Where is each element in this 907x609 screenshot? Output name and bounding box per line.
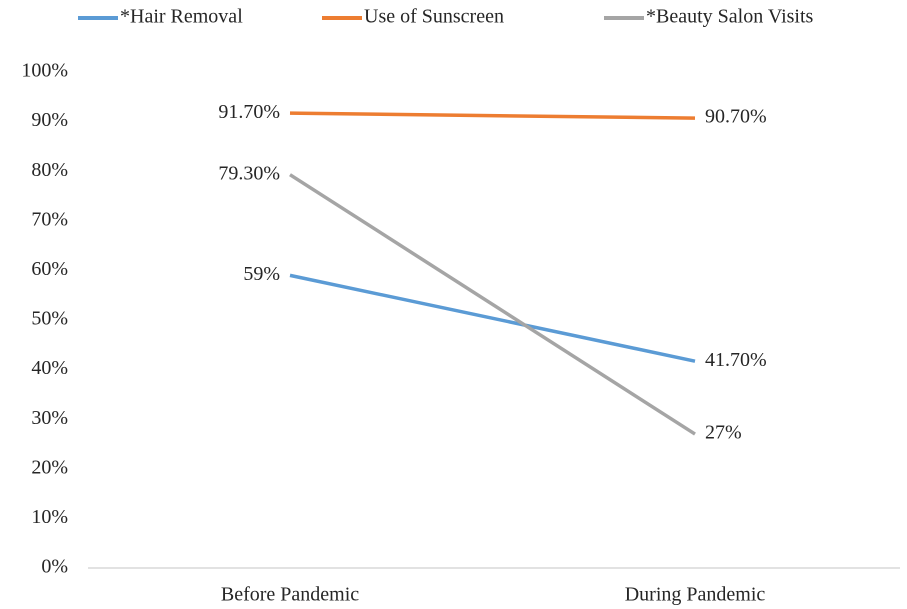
series-line xyxy=(289,173,696,436)
y-tick-label: 40% xyxy=(31,357,68,379)
y-tick-label: 90% xyxy=(31,109,68,131)
x-tick-label: Before Pandemic xyxy=(221,584,359,606)
series-line xyxy=(289,273,696,363)
y-tick-label: 20% xyxy=(31,456,68,478)
y-tick-label: 70% xyxy=(31,208,68,230)
y-tick-label: 100% xyxy=(21,60,68,82)
data-label: 91.70% xyxy=(218,101,280,123)
data-label: 59% xyxy=(243,263,280,285)
data-label: 79.30% xyxy=(218,162,280,184)
series-line xyxy=(289,111,696,120)
y-tick-label: 60% xyxy=(31,258,68,280)
y-tick-label: 30% xyxy=(31,407,68,429)
legend-label: Use of Sunscreen xyxy=(364,6,504,28)
data-label: 90.70% xyxy=(705,106,767,128)
y-tick-label: 0% xyxy=(41,556,68,578)
data-label: 27% xyxy=(705,422,742,444)
data-label: 41.70% xyxy=(705,349,767,371)
y-tick-label: 50% xyxy=(31,308,68,330)
y-tick-label: 80% xyxy=(31,159,68,181)
legend-label: *Beauty Salon Visits xyxy=(646,6,814,28)
x-tick-label: During Pandemic xyxy=(625,584,766,606)
y-tick-label: 10% xyxy=(31,506,68,528)
legend-label: *Hair Removal xyxy=(120,6,243,28)
